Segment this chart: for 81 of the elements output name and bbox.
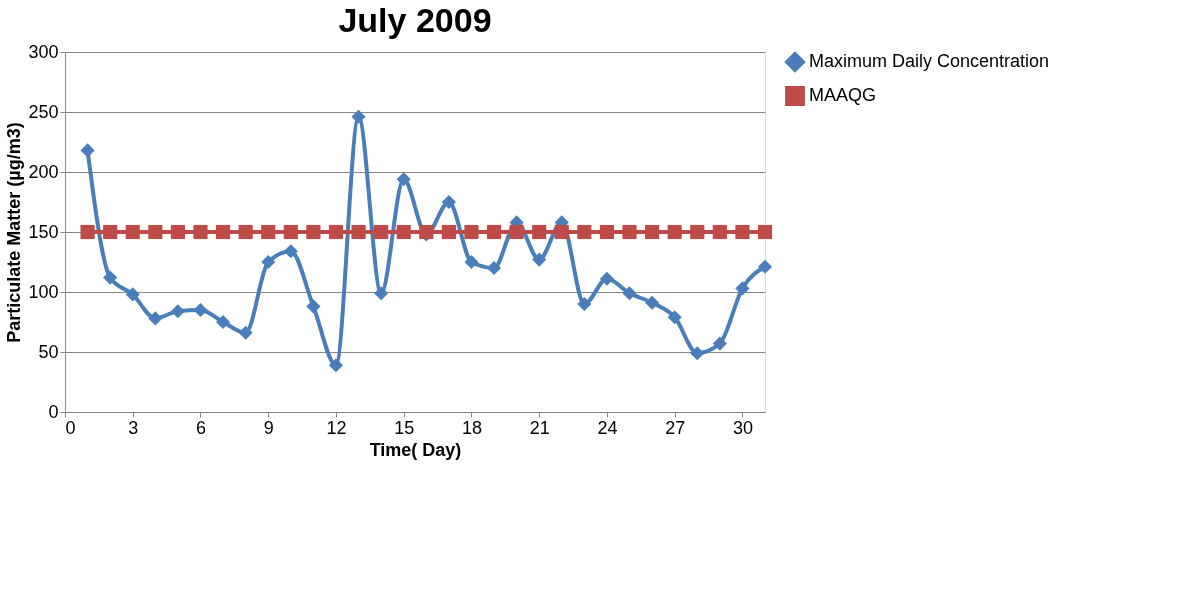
y-tick-label: 300 — [28, 41, 59, 62]
point — [599, 224, 615, 240]
point — [735, 224, 750, 240]
point — [215, 314, 231, 330]
point — [645, 295, 660, 310]
point — [577, 296, 592, 312]
y-tick-label: 150 — [28, 221, 59, 242]
point — [261, 254, 276, 270]
point — [125, 287, 140, 302]
point — [215, 224, 231, 240]
point — [80, 224, 95, 240]
point — [464, 254, 479, 270]
point — [757, 259, 773, 274]
point — [351, 224, 366, 240]
point — [125, 224, 140, 240]
point — [667, 310, 682, 325]
point — [328, 358, 344, 373]
legend-label: Maximum Daily Concentration — [809, 51, 1050, 71]
point — [193, 302, 208, 318]
point — [735, 281, 750, 296]
point — [690, 224, 705, 240]
x-tick-label: 30 — [732, 417, 753, 438]
x-tick-label: 18 — [461, 417, 482, 438]
point — [757, 224, 773, 240]
x-tick-label: 27 — [665, 417, 686, 438]
x-tick-label: 3 — [128, 417, 139, 438]
point — [532, 252, 547, 267]
point — [712, 224, 727, 240]
point — [486, 224, 502, 240]
point — [238, 325, 253, 340]
point — [170, 304, 185, 319]
point — [441, 194, 456, 210]
point — [283, 244, 298, 259]
point — [374, 224, 389, 240]
point — [667, 224, 682, 240]
x-tick-label: 12 — [326, 417, 347, 438]
legend-label: MAAQG — [809, 85, 877, 105]
point — [645, 224, 660, 240]
y-tick-label: 100 — [28, 281, 59, 302]
point — [193, 224, 208, 240]
point — [599, 271, 615, 286]
x-tick-label: 9 — [263, 417, 274, 438]
point — [577, 224, 592, 240]
x-tick-label: 21 — [529, 417, 550, 438]
point — [306, 224, 321, 240]
point — [532, 224, 547, 240]
point — [374, 286, 389, 301]
point — [396, 224, 411, 240]
point — [712, 336, 727, 351]
point — [622, 286, 637, 301]
x-tick-label: 6 — [195, 417, 206, 438]
point — [103, 270, 118, 285]
x-tick-label: 15 — [394, 417, 415, 438]
point — [509, 224, 524, 240]
point — [690, 346, 705, 361]
point — [148, 311, 163, 326]
point — [306, 299, 321, 314]
y-tick-label: 50 — [38, 341, 59, 362]
point — [554, 224, 569, 240]
point — [238, 224, 253, 240]
x-tick-label: 24 — [597, 417, 618, 438]
point — [148, 224, 163, 240]
point — [622, 224, 637, 240]
y-tick-label: 0 — [48, 401, 59, 422]
y-tick-label: 200 — [28, 161, 59, 182]
chart-title: July 2009 — [338, 1, 492, 39]
point — [441, 224, 456, 240]
y-axis-title: Particulate Matter (µg/m3) — [4, 122, 25, 343]
y-tick-label: 250 — [28, 101, 59, 122]
point — [103, 224, 118, 240]
point — [80, 143, 95, 158]
point — [283, 224, 298, 240]
point — [170, 224, 185, 240]
point — [351, 109, 366, 124]
x-tick-label: 0 — [65, 417, 76, 438]
point — [261, 224, 276, 240]
x-axis-title: Time( Day) — [369, 439, 462, 460]
point — [486, 260, 502, 276]
point — [328, 224, 344, 240]
point — [464, 224, 479, 240]
point — [396, 172, 411, 187]
